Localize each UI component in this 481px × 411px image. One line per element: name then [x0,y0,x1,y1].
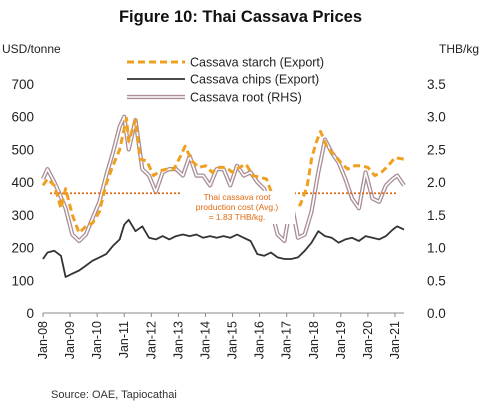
y-left-tick: 0 [26,306,34,321]
y-right-label: THB/kg [439,42,479,56]
x-tick-label: Jan-20 [361,321,375,359]
x-tick-label: Jan-13 [171,321,185,359]
x-tick-label: Jan-21 [388,321,402,359]
y-left-tick: 400 [11,175,34,190]
x-tick-label: Jan-15 [226,321,240,359]
source-note: Source: OAE, Tapiocathai [51,389,177,401]
annotation-background [180,191,295,224]
y-right-tick: 0.5 [427,273,446,288]
y-left-tick: 700 [11,77,34,92]
y-right-tick: 3.5 [427,77,446,92]
y-right-tick: 0.0 [427,306,446,321]
y-left-tick: 200 [11,241,34,256]
x-tick-label: Jan-17 [280,321,294,359]
series-line-cassava-root [42,115,405,242]
y-right-tick: 3.0 [427,110,446,125]
legend-label: Cassava chips (Export) [190,73,319,87]
annotation-text: production cost (Avg.) [196,202,279,212]
x-tick-label: Jan-09 [63,321,77,359]
series-line-cassava-starch [41,116,405,235]
y-left-label: USD/tonne [2,42,61,56]
y-left-tick: 600 [11,110,34,125]
annotation-text: Thai cassava root [203,192,271,202]
y-right-tick: 2.0 [427,175,446,190]
x-tick-label: Jan-16 [253,321,267,359]
y-right-tick: 1.0 [427,241,446,256]
series-line-cassava-chips [42,218,405,278]
y-right-tick: 2.5 [427,142,446,157]
y-left-tick: 300 [11,208,34,223]
x-tick-label: Jan-14 [198,321,212,359]
chart-title: Figure 10: Thai Cassava Prices [118,8,363,26]
x-tick-label: Jan-18 [307,321,321,359]
x-tick-label: Jan-08 [36,321,50,359]
y-left-tick: 100 [11,273,34,288]
x-tick-label: Jan-11 [117,321,131,358]
y-left-tick: 500 [11,142,34,157]
y-right-tick: 1.5 [427,208,446,223]
x-tick-label: Jan-10 [90,321,104,359]
legend-label: Cassava starch (Export) [190,56,324,70]
x-tick-label: Jan-19 [334,321,348,359]
x-tick-label: Jan-12 [144,321,158,359]
legend-label: Cassava root (RHS) [190,91,302,105]
plot-area: USD/tonne THB/kg 0 100 200 300 400 500 600 700 0.0… [2,42,479,359]
annotation-text: = 1.83 THB/kg. [209,212,266,222]
